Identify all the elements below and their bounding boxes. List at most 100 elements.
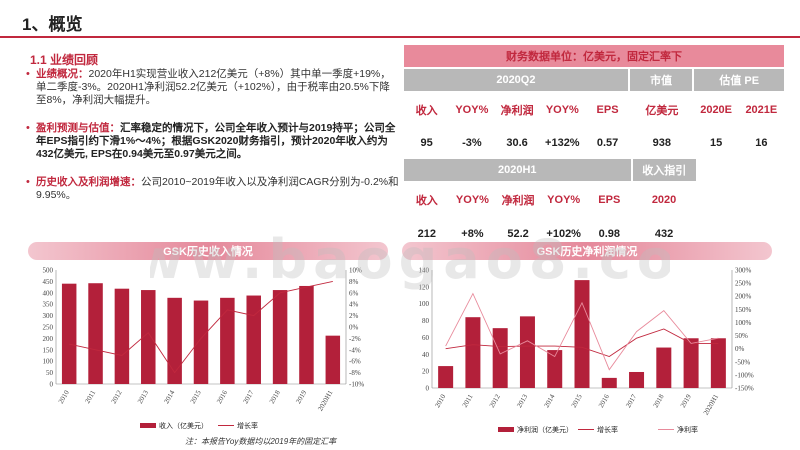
table-row: 95 -3% 30.6 +132% 0.57 938 15 16 [404,129,784,157]
table-header-cell: 市值 [629,69,693,91]
bar [193,300,209,384]
bar [465,317,481,388]
table-value-cell: +8% [461,228,484,240]
x-tick-label: 2013 [136,389,150,406]
x-tick-label: 2019 [679,393,693,410]
bullet-text: 2020年H1实现营业收入212亿美元（+8%）其中单一季度+19%，单二季度-… [36,68,391,106]
y-tick-label-left: 250 [43,324,54,332]
table-header-cell: 2020H1 [404,159,631,181]
y-tick-label-right: 200% [735,293,752,301]
bullet-list: 业绩概况：2020年H1实现营业收入212亿美元（+8%）其中单一季度+19%，… [26,68,400,217]
legend-label: 增长率 [237,421,258,430]
bullet-history: 历史收入及利润增速：公司2010~2019年收入以及净利润CAGR分别为-0.2… [26,176,400,202]
table-title: 财务数据单位：亿美元，固定汇率下 [404,45,784,67]
y-tick-label-right: -10% [349,381,364,389]
x-tick-label: 2016 [597,393,611,410]
legend-label: 净利润（亿美元） [517,425,573,434]
y-tick-label-right: -100% [735,371,754,379]
x-tick-label: 2018 [268,389,282,406]
table-header-cell: 估值 PE [694,69,785,91]
bar [220,297,235,384]
table-value-cell: 16 [755,137,768,149]
y-tick-label-right: 0% [349,324,359,332]
y-tick-label-right: 4% [349,301,359,309]
series-line [445,292,719,371]
y-tick-label-left: 40 [422,351,430,359]
legend-swatch [498,427,514,432]
table-label-cell: EPS [596,104,619,116]
table-value-cell: 15 [709,137,723,149]
y-tick-label-right: 100% [735,319,752,327]
y-tick-label-right: 2% [349,312,359,320]
table-value-cell: 95 [420,137,433,149]
y-tick-label-right: 50% [735,332,748,340]
bar [629,371,645,388]
x-tick-label: 2011 [461,393,475,409]
chart-right-title: GSK历史净利润情况 [402,242,772,260]
y-tick-label-left: 140 [419,267,430,275]
x-tick-label: 2017 [624,393,638,410]
table-value-cell: 0.57 [596,137,619,149]
section-heading: 1.1 业绩回顾 [30,53,99,67]
y-tick-label-left: 150 [43,346,54,354]
table-label-cell: 收入 [415,105,438,117]
y-tick-label-left: 100 [43,358,54,366]
bar [710,338,726,388]
y-tick-label-left: 350 [43,301,54,309]
legend-label: 收入（亿美元） [159,421,208,430]
bullet-forecast: 盈利预测与估值：汇率稳定的情况下，公司全年收入预计与2019持平；公司全年EPS… [26,122,400,161]
table-label-cell: 净利润 [500,105,534,117]
watermark-text: www.baogao8.com [150,232,670,291]
bar [141,290,156,384]
table-label-cell: YOY% [547,194,581,206]
slide-title: 1、概览 [22,15,83,34]
table-value-cell: 432 [654,228,674,240]
y-tick-label-right: -4% [349,346,361,354]
financial-table: 财务数据单位：亿美元，固定汇率下 2020Q2 市值 估值 PE 收入 YOY%… [404,45,785,249]
table-value-cell: -3% [462,137,482,149]
table-label-cell: 亿美元 [645,105,679,117]
title-rule [0,36,800,38]
x-tick-label: 2015 [189,389,203,406]
table-label-cell: EPS [598,194,621,206]
x-tick-label: 2013 [515,393,529,410]
y-tick-label-left: 80 [422,317,430,325]
table-label-cell: 收入 [415,195,438,207]
legend-swatch [140,423,156,428]
revenue-chart: 0 50 100 150 200 250 300 350 400 450 500 -10% -8% -6%… [43,267,365,431]
x-tick-label: 2010 [57,389,71,406]
x-tick-label: 2010 [433,393,447,410]
bullet-lead: 历史收入及利润增速： [36,176,141,188]
table-row: 收入 YOY% 净利润 YOY% EPS 亿美元 2020E 2021E [404,91,784,129]
table-label-cell: 2020E [700,104,733,116]
y-tick-label-left: 100 [419,300,430,308]
bar [438,366,454,388]
bar [683,338,699,388]
y-tick-label-left: 60 [422,334,430,342]
series-line [445,328,719,358]
bar [88,283,103,384]
table-label-cell: YOY% [545,104,579,116]
net-profit-chart: 0 20 40 60 80 100 120 140 -150% -100% -50% 0% 50% 100… [419,267,754,435]
bar [601,377,617,388]
table-title-row: 财务数据单位：亿美元，固定汇率下 [404,45,784,67]
legend-label: 增长率 [597,425,618,434]
y-tick-label-right: 8% [349,278,359,286]
x-tick-label: 2014 [543,393,557,410]
x-tick-label: 2017 [242,389,256,406]
y-tick-label-right: 300% [735,267,752,275]
table-value-cell: 30.6 [506,137,528,149]
y-tick-label-left: 50 [46,369,54,377]
y-tick-label-right: -50% [735,358,750,366]
x-tick-label: 2011 [83,389,97,405]
bar [519,316,535,388]
footnote: 注：本报告Yoy数据均以2019年的固定汇率 [185,437,337,446]
y-tick-label-right: -8% [349,369,361,377]
bullet-lead: 业绩概况： [36,68,89,80]
bar [61,283,77,384]
table-value-cell: 938 [652,137,672,149]
bullet-text: 汇率稳定的情况下，公司全年收入预计与2019持平；公司全年EPS指引约下滑1%～… [36,122,396,160]
bar [114,288,130,384]
y-tick-label-left: 0 [50,381,54,389]
bar [246,295,261,384]
